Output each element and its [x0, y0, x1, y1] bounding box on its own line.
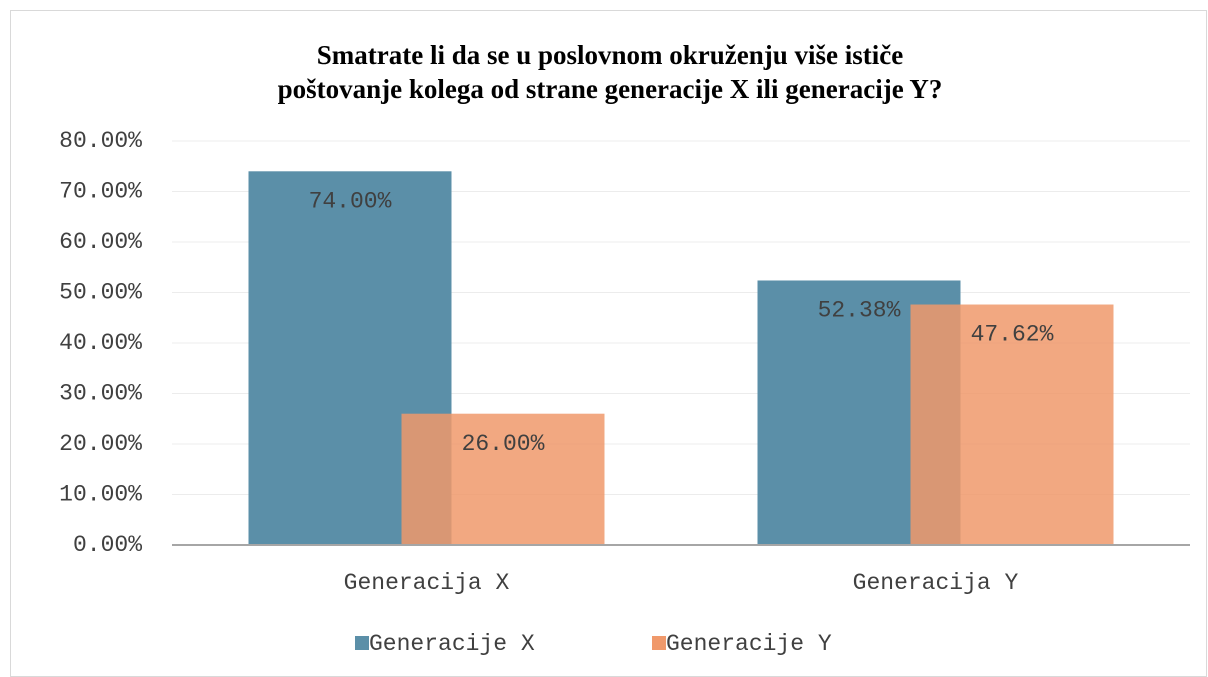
- data-label: 47.62%: [971, 322, 1054, 348]
- bar: [401, 413, 605, 545]
- legend-swatch: [355, 636, 369, 650]
- x-tick-label: Generacija X: [344, 570, 510, 596]
- y-tick-label: 20.00%: [59, 431, 142, 457]
- legend-swatch: [652, 636, 666, 650]
- data-label: 26.00%: [462, 431, 545, 457]
- y-tick-label: 30.00%: [59, 381, 142, 407]
- chart-title: Smatrate li da se u poslovnom okruženju …: [278, 40, 943, 104]
- y-tick-label: 40.00%: [59, 330, 142, 356]
- data-label: 74.00%: [309, 188, 392, 214]
- y-tick-label: 50.00%: [59, 280, 142, 306]
- bar: [910, 304, 1114, 545]
- y-tick-label: 80.00%: [59, 128, 142, 154]
- legend-label: Generacije Y: [666, 631, 832, 657]
- y-tick-label: 70.00%: [59, 179, 142, 205]
- y-tick-label: 0.00%: [73, 532, 142, 558]
- legend-label: Generacije X: [369, 631, 535, 657]
- y-tick-label: 10.00%: [59, 482, 142, 508]
- y-tick-label: 60.00%: [59, 229, 142, 255]
- x-tick-label: Generacija Y: [853, 570, 1019, 596]
- data-label: 52.38%: [818, 298, 901, 324]
